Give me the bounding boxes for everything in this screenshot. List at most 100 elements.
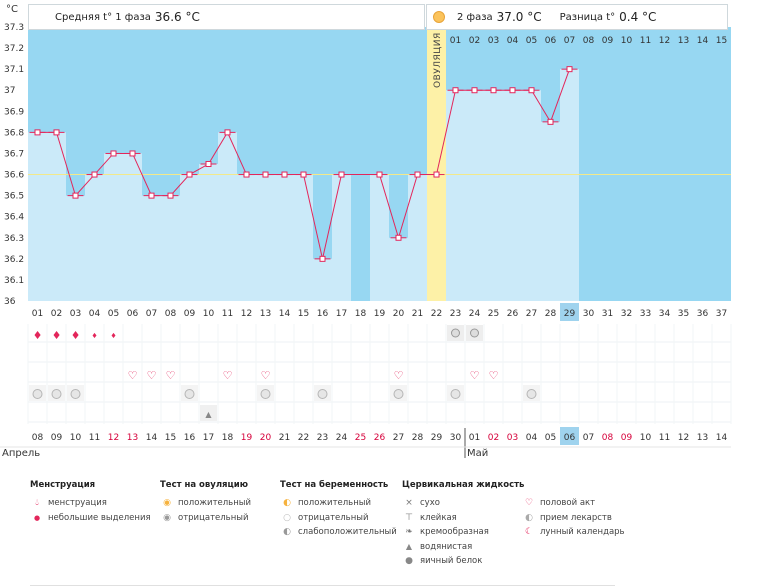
date-label: 11	[89, 433, 100, 443]
legend-item: × сухо	[402, 496, 524, 511]
heart-icon: ♡	[128, 369, 138, 382]
cycle-day-label: 07	[146, 309, 157, 319]
date-label: 12	[678, 433, 689, 443]
temp-point	[528, 87, 535, 94]
temp-point	[509, 87, 516, 94]
drop-icon: ♦	[71, 329, 81, 342]
temp-bar	[408, 174, 427, 301]
temp-bar	[313, 258, 332, 301]
heart-icon: ♡	[261, 369, 271, 382]
drop-icon: ♦	[33, 329, 43, 342]
cycle-day-label: 20	[393, 309, 405, 319]
temp-bar	[104, 153, 123, 301]
date-label: 03	[507, 433, 518, 443]
cycle-day-label: 10	[203, 309, 215, 319]
temp-bar	[275, 174, 294, 301]
cycle-day-label: 11	[222, 309, 233, 319]
temp-point	[490, 87, 497, 94]
legend-item: ♡ половой акт	[522, 496, 625, 511]
legend: Менструация 💧︎ менструация ● небольшие выд…	[30, 480, 750, 580]
phase2-day-label: 03	[488, 36, 499, 46]
cycle-day-label: 32	[621, 309, 632, 319]
date-label: 23	[317, 433, 328, 443]
temp-bar	[541, 121, 560, 301]
today-marker	[560, 427, 579, 445]
temp-point	[224, 129, 231, 136]
month-label: Май	[467, 448, 488, 459]
bbt-chart: °C ОВУЛЯЦИЯ 01 02 03 04 05 06 07 08 09 10 11 12 13 14 15…	[0, 4, 732, 459]
date-label: 28	[412, 433, 424, 443]
today-marker	[560, 303, 579, 321]
temp-bar	[85, 174, 104, 301]
cycle-day-label: 21	[412, 309, 423, 319]
temp-point	[53, 129, 60, 136]
sticky-icon: ⊤	[405, 512, 413, 523]
diff-value: 0.4 °C	[619, 10, 657, 24]
sun-icon	[433, 11, 445, 23]
temp-point	[148, 192, 155, 199]
temp-point	[338, 171, 345, 178]
date-label: 02	[488, 433, 499, 443]
cycle-day-label: 12	[241, 309, 252, 319]
y-tick-label: 36.1	[4, 276, 24, 286]
temp-bar	[370, 174, 389, 301]
phase2-day-label: 12	[659, 36, 670, 46]
moon-icon: ☾	[524, 527, 534, 538]
date-label: 05	[545, 433, 556, 443]
cycle-day-label: 06	[127, 309, 139, 319]
cervical-cell	[200, 405, 217, 421]
phase2-day-label: 02	[469, 36, 480, 46]
temp-point	[205, 161, 212, 167]
temp-bar	[142, 195, 161, 301]
phase2-day-label: 11	[640, 36, 651, 46]
cycle-day-label: 14	[279, 309, 291, 319]
temp-bar	[522, 90, 541, 301]
test-icon: ◉	[163, 512, 171, 523]
phase2-day-label: 15	[716, 36, 727, 46]
legend-item: ◐ слабоположительный	[280, 525, 397, 540]
cycle-day-label: 33	[640, 309, 651, 319]
phase2-day-label: 13	[678, 36, 689, 46]
pill-icon: ◐	[525, 512, 533, 523]
creamy-icon: ❧	[405, 527, 413, 538]
drop-icon: ♦	[52, 329, 62, 342]
cycle-day-label: 02	[51, 309, 62, 319]
phase2-day-label: 01	[450, 36, 461, 46]
date-label: 08	[32, 433, 44, 443]
date-label: 26	[374, 433, 386, 443]
diff-label: Разница t°	[559, 11, 616, 23]
cycle-day-label: 04	[89, 309, 101, 319]
pill-icon	[317, 389, 328, 399]
temp-point	[547, 118, 554, 125]
temp-bar	[465, 90, 484, 301]
test-icon	[470, 328, 479, 338]
cycle-day-label: 17	[336, 309, 347, 319]
heart-icon: ♡	[470, 369, 480, 382]
y-tick-label: 36	[4, 297, 16, 307]
date-label: 25	[355, 433, 366, 443]
temp-bar	[161, 195, 180, 301]
cycle-day-label: 26	[507, 309, 519, 319]
phase2-day-label: 04	[507, 36, 519, 46]
temp-point	[72, 192, 79, 199]
legend-item: ❧ кремообразная	[402, 525, 524, 540]
cycle-day-label: 27	[526, 309, 537, 319]
phase2-label: 2 фаза	[457, 11, 493, 23]
temp-point	[433, 171, 440, 178]
cycle-day-label: 13	[260, 309, 271, 319]
date-label: 10	[640, 433, 652, 443]
heart-icon: ♡	[166, 369, 176, 382]
cycle-day-label: 34	[659, 309, 671, 319]
y-tick-label: 36.9	[4, 107, 24, 117]
legend-ovulation-test: Тест на овуляцию ◉ положительный ◉ отрицат…	[160, 480, 251, 525]
temp-point	[91, 171, 98, 178]
y-tick-label: 37.1	[4, 65, 24, 75]
date-label: 04	[526, 433, 538, 443]
heart-icon: ♡	[147, 369, 157, 382]
y-tick-label: 36.4	[4, 213, 24, 223]
phase2-summary: 2 фаза 37.0 °C Разница t° 0.4 °C	[426, 4, 728, 30]
phase1-summary: Средняя t° 1 фаза 36.6 °C	[28, 4, 425, 30]
y-tick-label: 36.2	[4, 255, 24, 265]
legend-menstruation: Менструация 💧︎ менструация ● небольшие выд…	[30, 480, 151, 525]
cycle-day-label: 31	[602, 309, 613, 319]
